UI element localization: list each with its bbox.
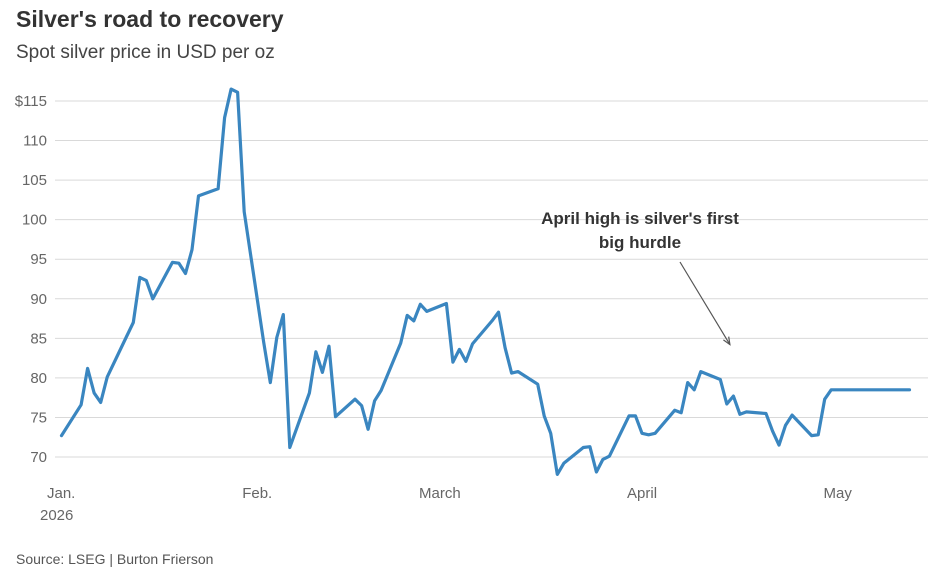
- x-tick-label: Jan.: [47, 485, 75, 502]
- y-tick-label: 80: [30, 370, 47, 387]
- y-tick-label: 90: [30, 291, 47, 308]
- x-tick-sublabel: 2026: [40, 507, 73, 524]
- annotation-arrow-line: [679, 261, 731, 345]
- source-note: Source: LSEG | Burton Frierson: [16, 551, 214, 567]
- y-axis-ticks: 70 75 80 85 90 95 100 105 110 $115: [15, 93, 47, 466]
- annotation-text: big hurdle: [599, 233, 681, 252]
- y-tick-label: 75: [30, 409, 47, 426]
- series-line: [59, 87, 912, 476]
- y-tick-label: 110: [23, 133, 47, 150]
- y-tick-label: 95: [30, 251, 47, 268]
- y-tick-label: 85: [30, 330, 47, 347]
- y-tick-label: $115: [15, 93, 47, 110]
- y-tick-label: 100: [22, 212, 47, 229]
- annotation: April high is silver's first big hurdle: [541, 209, 739, 346]
- x-tick-label: March: [419, 485, 461, 502]
- chart-title: Silver's road to recovery: [16, 6, 284, 32]
- x-axis-ticks: Jan. 2026 Feb. March April May: [40, 485, 852, 524]
- annotation-text: April high is silver's first: [541, 209, 739, 228]
- chart-subtitle: Spot silver price in USD per oz: [16, 42, 275, 63]
- x-tick-label: April: [627, 485, 657, 502]
- x-tick-label: May: [824, 485, 853, 502]
- y-tick-label: 70: [30, 449, 47, 466]
- annotation-arrow-head: [723, 336, 731, 346]
- gridlines: [55, 100, 928, 458]
- series-group: [59, 87, 912, 476]
- y-tick-label: 105: [22, 172, 47, 189]
- x-tick-label: Feb.: [242, 485, 272, 502]
